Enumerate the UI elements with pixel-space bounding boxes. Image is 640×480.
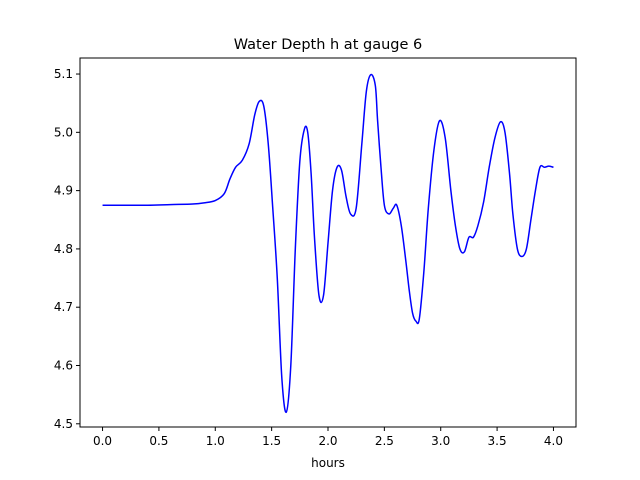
x-tick-label: 2.0 [318, 434, 337, 448]
x-tick-label: 3.0 [431, 434, 450, 448]
series-layer [102, 73, 554, 413]
x-axis: 0.0 0.5 1.0 1.5 2.0 2.5 3.0 3.5 4.0 [93, 427, 563, 448]
x-tick-label: 4.0 [544, 434, 563, 448]
x-axis-label: hours [311, 456, 345, 470]
y-tick-label: 4.6 [54, 359, 73, 373]
y-tick-label: 5.1 [54, 67, 73, 81]
x-tick-label: 2.5 [375, 434, 394, 448]
y-tick-label: 4.9 [54, 184, 73, 198]
y-tick-label: 5.0 [54, 125, 73, 139]
x-tick-label: 0.0 [93, 434, 112, 448]
y-tick-label: 4.7 [54, 300, 73, 314]
series-line-0 [102, 73, 554, 413]
x-tick-label: 1.5 [262, 434, 281, 448]
y-tick-label: 4.5 [54, 417, 73, 431]
x-tick-label: 3.5 [488, 434, 507, 448]
chart-title: Water Depth h at gauge 6 [234, 37, 422, 53]
y-axis: 4.5 4.6 4.7 4.8 4.9 5.0 5.1 [54, 67, 80, 431]
x-tick-label: 1.0 [206, 434, 225, 448]
y-tick-label: 4.8 [54, 242, 73, 256]
x-tick-label: 0.5 [149, 434, 168, 448]
